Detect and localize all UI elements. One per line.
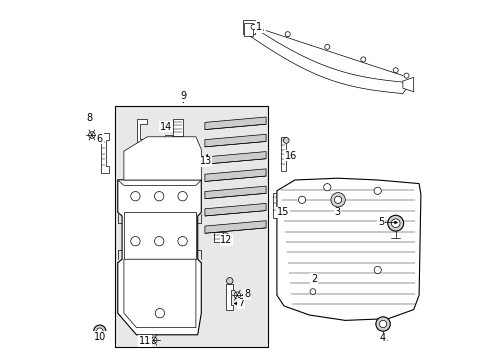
Polygon shape — [226, 284, 232, 310]
Circle shape — [298, 196, 305, 203]
Circle shape — [387, 215, 403, 231]
Text: 1: 1 — [255, 22, 262, 32]
Circle shape — [150, 337, 157, 343]
Text: 10: 10 — [94, 332, 106, 342]
Text: 8: 8 — [244, 289, 249, 300]
Text: 4: 4 — [379, 333, 386, 343]
Text: 9: 9 — [180, 91, 186, 102]
Circle shape — [373, 266, 381, 274]
Circle shape — [222, 233, 228, 239]
Polygon shape — [242, 20, 255, 34]
Bar — [213, 232, 223, 242]
Circle shape — [323, 184, 330, 191]
Circle shape — [154, 237, 163, 246]
Bar — [172, 119, 182, 136]
Polygon shape — [204, 186, 265, 199]
Text: 3: 3 — [334, 207, 340, 217]
Circle shape — [88, 132, 95, 138]
Polygon shape — [123, 137, 201, 180]
Circle shape — [334, 196, 341, 203]
Text: 2: 2 — [310, 274, 316, 284]
Circle shape — [390, 219, 399, 228]
Polygon shape — [204, 117, 265, 130]
Circle shape — [178, 192, 187, 201]
Bar — [165, 135, 171, 151]
Polygon shape — [402, 77, 413, 92]
Text: 11: 11 — [139, 336, 151, 346]
Circle shape — [154, 192, 163, 201]
Circle shape — [403, 73, 408, 78]
Circle shape — [178, 237, 187, 246]
Circle shape — [324, 44, 329, 49]
Polygon shape — [204, 221, 265, 233]
Polygon shape — [244, 22, 409, 94]
Circle shape — [234, 292, 240, 298]
Circle shape — [130, 237, 140, 246]
Circle shape — [130, 192, 140, 201]
Polygon shape — [118, 180, 201, 185]
Circle shape — [250, 24, 256, 30]
Text: 15: 15 — [276, 207, 288, 217]
Text: 12: 12 — [220, 235, 232, 245]
Circle shape — [392, 68, 397, 73]
Polygon shape — [204, 203, 265, 216]
Text: 16: 16 — [285, 150, 297, 161]
Polygon shape — [123, 212, 196, 259]
Circle shape — [375, 317, 389, 331]
Circle shape — [226, 278, 232, 284]
Polygon shape — [101, 133, 109, 173]
Circle shape — [373, 187, 381, 194]
Circle shape — [283, 138, 288, 143]
Polygon shape — [244, 23, 253, 36]
Circle shape — [360, 57, 365, 62]
Text: 8: 8 — [86, 113, 93, 123]
Polygon shape — [204, 134, 265, 147]
Polygon shape — [136, 119, 147, 142]
Text: 5: 5 — [377, 217, 384, 228]
Bar — [280, 137, 285, 171]
Circle shape — [379, 320, 386, 328]
Bar — [272, 193, 277, 218]
Text: 7: 7 — [237, 298, 244, 309]
Polygon shape — [123, 259, 196, 328]
Circle shape — [94, 325, 106, 337]
Text: 13: 13 — [199, 156, 211, 166]
Circle shape — [330, 193, 345, 207]
Polygon shape — [204, 152, 265, 164]
Circle shape — [285, 32, 289, 37]
Polygon shape — [276, 178, 420, 320]
Circle shape — [309, 289, 315, 294]
Polygon shape — [118, 180, 201, 335]
Circle shape — [155, 309, 164, 318]
Bar — [115, 106, 267, 347]
Circle shape — [96, 328, 103, 334]
Text: 6: 6 — [97, 134, 102, 144]
Text: 14: 14 — [160, 122, 172, 132]
Polygon shape — [204, 169, 265, 181]
